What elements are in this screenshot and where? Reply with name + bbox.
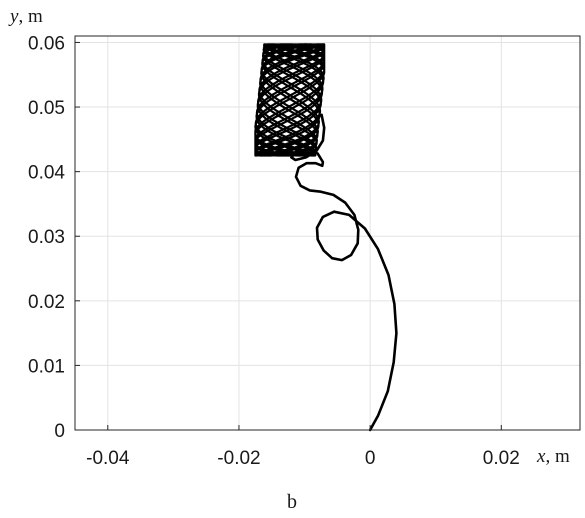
x-tick-label: 0.02 [483, 448, 520, 469]
x-tick-label: 0 [365, 448, 376, 469]
y-tick-label: 0.06 [28, 33, 65, 54]
trajectory-limit-cycle [254, 43, 326, 157]
grid [75, 36, 580, 431]
y-axis-label: y, m [8, 6, 43, 27]
trajectory-group [254, 43, 398, 432]
y-tick-label: 0.05 [28, 98, 65, 119]
x-tick-label: -0.02 [217, 448, 260, 469]
y-tick-label: 0.04 [28, 163, 65, 184]
tick-labels: -0.04 -0.02 0 0.02 0 0.01 0.02 0.03 0.04 0.05 0.06 [28, 33, 520, 469]
y-tick-label: 0.01 [28, 356, 65, 377]
axes-box [74, 35, 581, 431]
figure-caption: b [287, 491, 297, 513]
x-axis-label: x, m [536, 446, 570, 467]
y-tick-label: 0 [54, 421, 65, 442]
y-tick-label: 0.02 [28, 292, 65, 313]
ticks [75, 41, 502, 431]
x-tick-label: -0.04 [86, 448, 130, 469]
y-tick-label: 0.03 [28, 227, 65, 248]
